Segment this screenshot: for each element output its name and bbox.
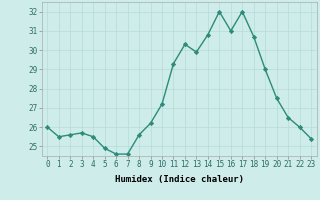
X-axis label: Humidex (Indice chaleur): Humidex (Indice chaleur) [115,175,244,184]
